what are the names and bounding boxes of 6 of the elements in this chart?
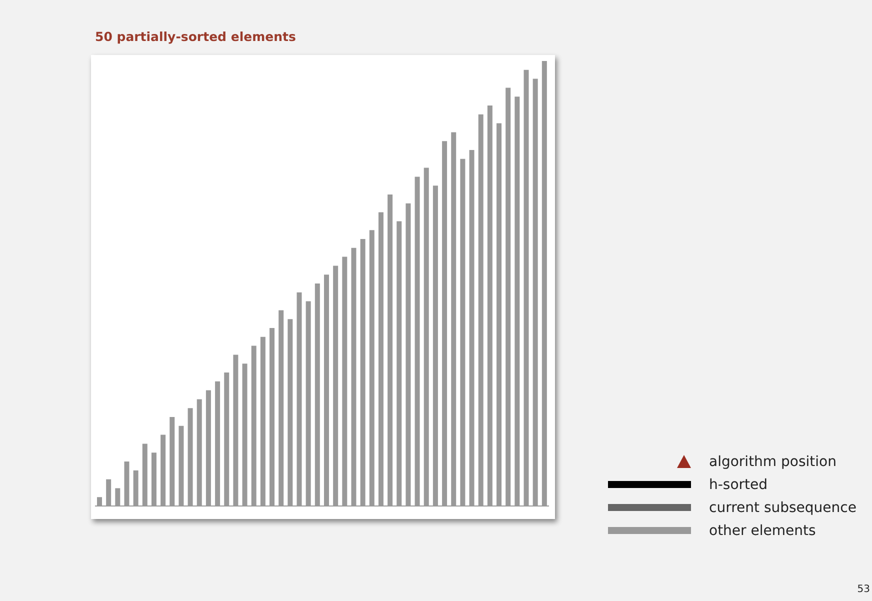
text: other elements	[709, 522, 816, 538]
text: 53	[857, 584, 870, 595]
chart-title: 50 partially-sorted elements	[95, 29, 296, 44]
text: h-sorted	[709, 476, 768, 492]
text: current subsequence	[709, 500, 856, 516]
text: algorithm position	[709, 454, 836, 470]
